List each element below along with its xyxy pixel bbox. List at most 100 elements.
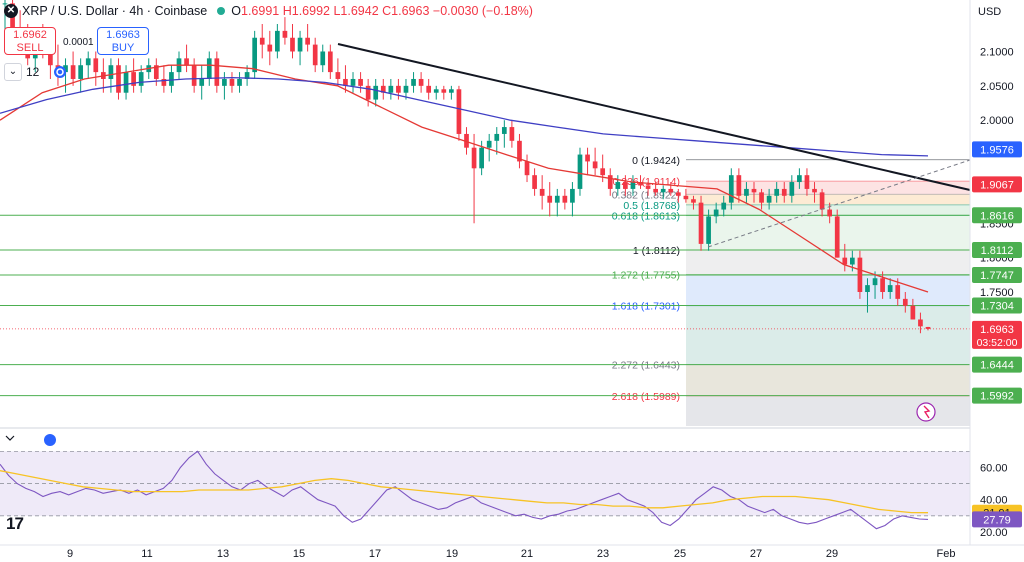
candle-body: [600, 168, 606, 176]
candle-body: [290, 37, 295, 52]
fib-level-label: 1 (1.8112): [633, 245, 680, 257]
horizontal-levels: [0, 214, 970, 397]
fib-band: [686, 364, 970, 396]
candle-body: [252, 37, 258, 73]
buy-button[interactable]: 1.6963 BUY: [97, 27, 149, 55]
candle-body: [797, 175, 802, 183]
candle-body: [607, 175, 613, 189]
candle-body: [486, 140, 492, 148]
candle-body: [116, 65, 121, 93]
price-badge: 1.7304: [980, 300, 1014, 312]
chevron-down-icon[interactable]: ⌄: [4, 63, 22, 81]
currency-label[interactable]: USD: [978, 6, 1002, 18]
candle-body: [751, 188, 757, 193]
candle-body: [698, 202, 704, 244]
time-tick-label: 17: [369, 548, 381, 560]
time-tick-label: 25: [674, 548, 686, 560]
candle-body: [396, 85, 401, 93]
candle-body: [532, 175, 537, 189]
low-value: L1.6942: [333, 4, 379, 18]
candle-body: [592, 161, 598, 169]
candle-body: [895, 285, 901, 299]
price-badge-bg: [972, 297, 1022, 314]
candle-body: [865, 285, 870, 292]
candle-body: [93, 58, 99, 73]
rsi-settings-icon[interactable]: [44, 434, 56, 446]
candle-body: [373, 85, 379, 100]
ohlc-values: O1.6991 H1.6992 L1.6942 C1.6963 −0.0030 …: [231, 4, 533, 18]
candle-body: [169, 72, 174, 86]
candle-body: [388, 85, 394, 93]
price-badge-bg: [972, 141, 1022, 158]
time-tick-label: 15: [293, 548, 305, 560]
candle-body: [585, 154, 590, 162]
time-tick-label: 23: [597, 548, 609, 560]
candle-body: [380, 85, 386, 93]
candle-body: [449, 89, 454, 93]
candle-body: [222, 78, 227, 86]
price-tick-label: 2.1000: [980, 46, 1014, 58]
time-tick-label: 11: [141, 548, 152, 560]
candles-series: [2, 0, 931, 334]
candle-body: [456, 89, 462, 134]
price-badge: 1.8616: [980, 210, 1014, 222]
candle-body: [812, 188, 817, 193]
buy-label: BUY: [111, 42, 135, 54]
fib-level-label: 0 (1.9424): [632, 155, 680, 167]
candle-body: [411, 78, 416, 86]
candle-body: [615, 182, 621, 189]
candle-body: [645, 185, 651, 189]
rsi-ma-line: [0, 470, 929, 514]
rsi-tick-label: 40.00: [980, 495, 1008, 507]
candle-body: [48, 51, 53, 66]
market-status-icon: [217, 7, 226, 15]
candle-body: [804, 175, 810, 189]
candle-body: [781, 188, 787, 196]
moving-averages: [0, 64, 929, 293]
candle-body: [691, 199, 696, 203]
indicators-toggle[interactable]: ⌄ 12: [4, 63, 67, 81]
time-tick-label: 29: [826, 548, 838, 560]
xrp-logo-icon: ✕: [4, 4, 18, 18]
candle-body: [638, 182, 643, 186]
candle-body: [789, 182, 795, 196]
rsi-tick-label: 60.00: [980, 462, 1008, 474]
candle-body: [184, 58, 189, 66]
candle-body: [297, 37, 303, 52]
candle-body: [539, 188, 545, 196]
candle-body: [834, 216, 840, 258]
candle-body: [524, 161, 530, 176]
spread-value: 0.0001: [63, 37, 94, 48]
candle-body: [63, 65, 68, 73]
last-price-badge-bg: [972, 320, 1022, 349]
price-badge: 1.9067: [980, 179, 1014, 191]
candle-body: [365, 85, 371, 100]
candle-body: [562, 195, 568, 203]
candle-body: [728, 175, 734, 203]
time-tick-label: 9: [67, 548, 73, 560]
sell-price: 1.6962: [13, 29, 47, 41]
rsi-panel: [0, 427, 1024, 530]
ma-slow-line: [0, 76, 929, 157]
rsi-chevron-icon: [5, 435, 15, 441]
candle-body: [570, 188, 575, 203]
price-badge-bg: [972, 207, 1022, 224]
refresh-icon[interactable]: [53, 65, 67, 79]
sell-button[interactable]: 1.6962 SELL: [4, 27, 56, 55]
symbol-title[interactable]: XRP / U.S. Dollar · 4h · Coinbase: [22, 4, 208, 18]
candle-body: [683, 195, 689, 200]
candle-body: [872, 278, 878, 286]
price-tick-label: 1.7500: [980, 287, 1014, 299]
tradingview-logo[interactable]: 17: [6, 514, 24, 533]
fib-level-label: 2.272 (1.6443): [612, 360, 680, 372]
candle-body: [736, 175, 742, 196]
fib-band: [686, 159, 970, 182]
candle-body: [766, 195, 772, 203]
candle-body: [902, 298, 908, 306]
candle-body: [433, 89, 439, 93]
candle-body: [153, 65, 159, 79]
candle-body: [721, 202, 727, 210]
candle-body: [244, 72, 250, 79]
candle-body: [713, 209, 719, 217]
